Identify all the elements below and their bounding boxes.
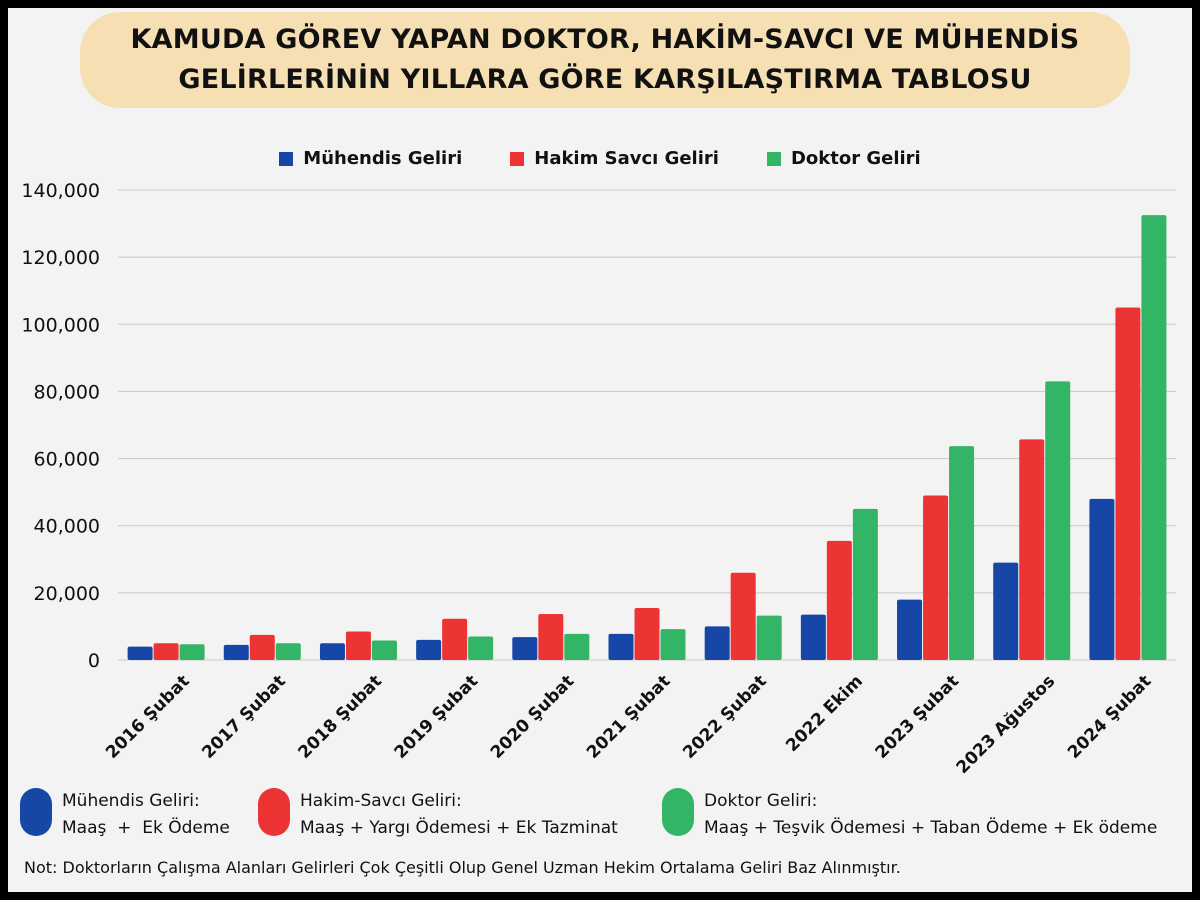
title-line-2: GELİRLERİNİN YILLARA GÖRE KARŞILAŞTIRMA … [178,64,1032,95]
x-category-label-6: 2022 Şubat [679,671,770,762]
x-category-label-3: 2019 Şubat [391,671,482,762]
x-category-label-10: 2024 Şubat [1064,671,1155,762]
footnote: Not: Doktorların Çalışma Alanları Gelirl… [24,858,901,877]
bar-muhendis-10 [1089,498,1115,660]
bar-doktor-10 [1141,215,1167,660]
bar-muhendis-2 [319,643,345,660]
y-tick-label-6: 120,000 [21,247,100,269]
explanation-marker-doktor [662,788,694,836]
x-category-label-9: 2023 Ağustos [953,671,1060,778]
bar-hakim-8 [923,495,949,660]
bar-hakim-4 [538,614,564,660]
bar-doktor-4 [564,633,590,660]
bar-muhendis-8 [897,599,923,660]
x-category-label-1: 2017 Şubat [198,671,289,762]
bar-hakim-5 [634,607,660,660]
x-category-label-5: 2021 Şubat [583,671,674,762]
bar-doktor-0 [179,644,205,660]
bar-doktor-1 [275,643,301,660]
legend-swatch-muhendis [279,151,294,166]
bar-doktor-6 [756,615,782,660]
legend-item-muhendis: Mühendis Geliri [279,148,462,169]
bar-doktor-2 [371,640,397,660]
explanation-marker-muhendis [20,788,52,836]
y-tick-label-4: 80,000 [34,381,100,403]
explanation-title-muhendis: Mühendis Geliri: [62,791,200,811]
x-category-label-7: 2022 Ekim [782,671,867,756]
legend-item-doktor: Doktor Geliri [766,148,921,169]
bar-doktor-7 [852,508,878,660]
explanation-title-doktor: Doktor Geliri: [704,791,818,811]
bar-doktor-9 [1045,381,1071,660]
bar-muhendis-9 [993,562,1019,660]
bar-muhendis-1 [223,644,249,660]
bar-muhendis-5 [608,633,634,660]
legend-label-hakim: Hakim Savcı Geliri [534,148,719,169]
explanation-title-hakim: Hakim-Savcı Geliri: [300,791,462,811]
bar-muhendis-3 [416,639,442,660]
chart-frame: KAMUDA GÖREV YAPAN DOKTOR, HAKİM-SAVCI V… [8,8,1192,892]
bar-hakim-6 [730,572,756,660]
bar-doktor-8 [949,446,975,660]
bar-hakim-7 [826,540,852,660]
bar-hakim-1 [249,634,275,660]
bar-doktor-5 [660,629,686,660]
explanation-hakim: Hakim-Savcı Geliri: Maaş + Yargı Ödemesi… [258,788,618,842]
bar-hakim-0 [153,643,179,660]
x-category-label-0: 2016 Şubat [102,671,193,762]
legend-swatch-doktor [766,151,781,166]
bar-muhendis-0 [127,646,153,660]
title-banner: KAMUDA GÖREV YAPAN DOKTOR, HAKİM-SAVCI V… [80,12,1130,108]
y-tick-label-3: 60,000 [34,449,100,471]
x-category-label-8: 2023 Şubat [872,671,963,762]
bar-hakim-3 [442,618,468,660]
explanation-detail-hakim: Maaş + Yargı Ödemesi + Ek Tazminat [300,818,618,838]
title-line-1: KAMUDA GÖREV YAPAN DOKTOR, HAKİM-SAVCI V… [130,24,1080,55]
y-tick-label-5: 100,000 [21,314,100,336]
bar-muhendis-7 [800,614,826,660]
explanation-doktor: Doktor Geliri: Maaş + Teşvik Ödemesi + T… [662,788,1157,842]
explanation-marker-hakim [258,788,290,836]
bar-hakim-2 [345,631,371,660]
legend: Mühendis Geliri Hakim Savcı Geliri Dokto… [8,148,1192,169]
explanation-detail-doktor: Maaş + Teşvik Ödemesi + Taban Ödeme + Ek… [704,818,1158,838]
explanation-detail-muhendis: Maaş + Ek Ödeme [62,818,230,838]
bar-doktor-3 [468,636,494,660]
legend-swatch-hakim [510,151,525,166]
x-category-label-4: 2020 Şubat [487,671,578,762]
y-tick-label-2: 40,000 [34,516,100,538]
x-category-label-2: 2018 Şubat [295,671,386,762]
legend-label-muhendis: Mühendis Geliri [303,148,463,169]
bar-muhendis-4 [512,637,538,660]
y-tick-label-1: 20,000 [34,583,100,605]
legend-label-doktor: Doktor Geliri [790,148,921,169]
y-tick-label-0: 0 [88,650,100,672]
bar-hakim-9 [1019,439,1045,660]
bar-chart: 0 20,000 40,000 60,000 80,000 100,000 120,000 1… [21,180,1176,778]
legend-item-hakim: Hakim Savcı Geliri [510,148,719,169]
bar-hakim-10 [1115,307,1141,660]
y-tick-label-7: 140,000 [21,180,100,202]
explanation-muhendis: Mühendis Geliri: Maaş + Ek Ödeme [20,788,230,842]
bar-muhendis-6 [704,626,730,660]
